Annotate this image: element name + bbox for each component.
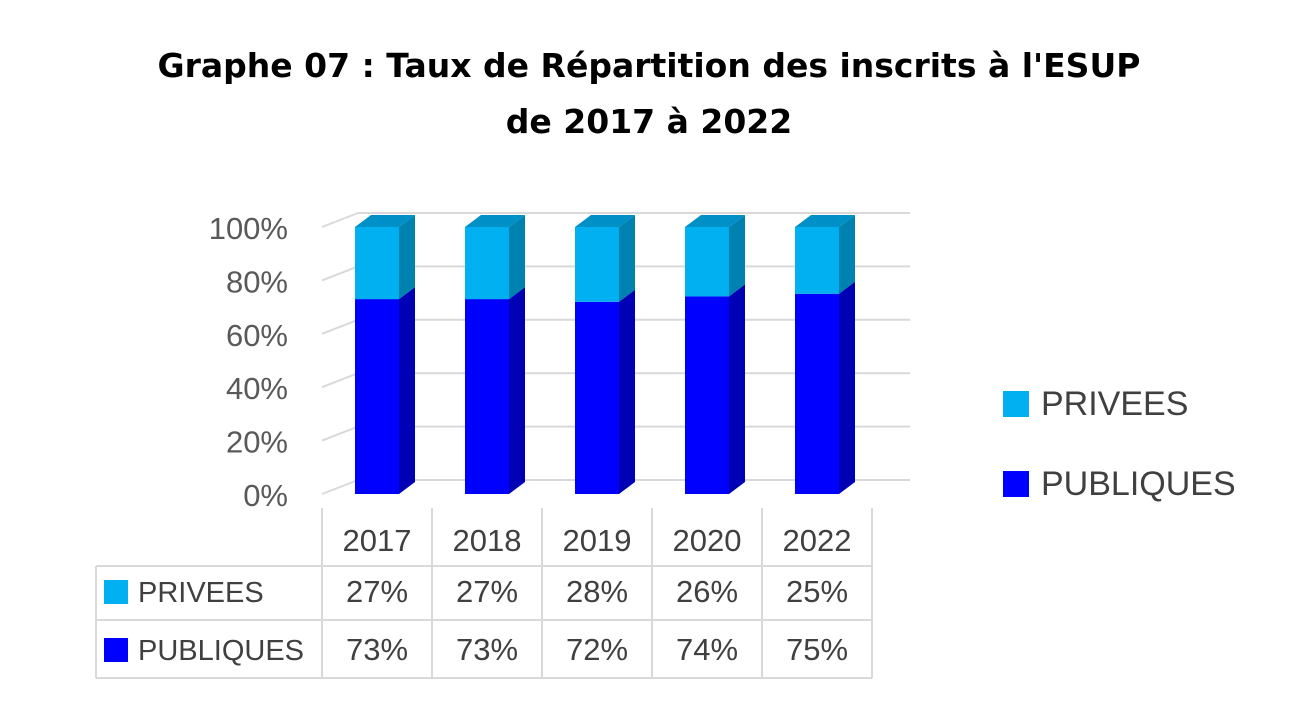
gridline-side bbox=[321, 212, 359, 228]
table-swatch-publiques bbox=[104, 638, 128, 662]
bar-privees-2018-top bbox=[465, 215, 525, 227]
table-swatch-privees bbox=[104, 580, 128, 604]
table-row-label-publiques: PUBLIQUES bbox=[138, 635, 304, 667]
table-cell-privees: 26% bbox=[676, 574, 738, 609]
y-tick-label: 40% bbox=[226, 371, 288, 406]
bar-privees-2019-side bbox=[619, 215, 635, 302]
bar-privees-2018-side bbox=[509, 215, 525, 300]
table-row-label-privees: PRIVEES bbox=[138, 577, 264, 609]
y-tick-label: 80% bbox=[226, 264, 288, 299]
bar-publiques-2019 bbox=[575, 301, 619, 494]
x-category-label: 2022 bbox=[783, 523, 852, 558]
chart-title-line-1: Graphe 07 : Taux de Répartition des insc… bbox=[157, 46, 1141, 85]
bar-privees-2020-top bbox=[685, 215, 745, 227]
legend-label-privees: PRIVEES bbox=[1041, 384, 1189, 423]
table-cell-publiques: 73% bbox=[346, 632, 408, 667]
bar-privees-2022 bbox=[795, 227, 839, 294]
gridline-side bbox=[321, 372, 359, 389]
legend-item-privees: PRIVEES bbox=[1003, 364, 1236, 444]
bar-publiques-2018-side bbox=[509, 287, 525, 494]
bar-publiques-2019-side bbox=[619, 289, 635, 494]
gridline-side bbox=[321, 318, 359, 335]
table-cell-publiques: 72% bbox=[566, 632, 628, 667]
bar-privees-2017-top bbox=[355, 215, 415, 227]
legend-label-publiques: PUBLIQUES bbox=[1041, 464, 1236, 503]
bar-publiques-2018 bbox=[465, 299, 509, 494]
table-cell-privees: 25% bbox=[786, 574, 848, 609]
bar-publiques-2022 bbox=[795, 293, 839, 494]
chart-title-line-2: de 2017 à 2022 bbox=[505, 102, 793, 141]
bar-privees-2020 bbox=[685, 227, 729, 297]
table-cell-publiques: 74% bbox=[676, 632, 738, 667]
bar-privees-2022-top bbox=[795, 215, 855, 227]
gridline-side bbox=[321, 479, 359, 495]
bar-privees-2018 bbox=[465, 227, 509, 300]
bar-privees-2019-top bbox=[575, 215, 635, 227]
bar-publiques-2022-side bbox=[839, 281, 855, 494]
y-tick-label: 60% bbox=[226, 318, 288, 353]
x-category-label: 2017 bbox=[343, 523, 412, 558]
bar-publiques-2017-side bbox=[399, 287, 415, 494]
table-cell-publiques: 75% bbox=[786, 632, 848, 667]
table-cell-privees: 28% bbox=[566, 574, 628, 609]
legend: PRIVEES PUBLIQUES bbox=[1003, 364, 1236, 524]
bar-publiques-2017 bbox=[355, 299, 399, 494]
x-category-label: 2019 bbox=[563, 523, 632, 558]
table-cell-publiques: 73% bbox=[456, 632, 518, 667]
table-cell-privees: 27% bbox=[346, 574, 408, 609]
bar-publiques-2020-side bbox=[729, 284, 745, 494]
legend-item-publiques: PUBLIQUES bbox=[1003, 444, 1236, 524]
chart-title: Graphe 07 : Taux de Répartition des insc… bbox=[0, 38, 1298, 150]
legend-swatch-publiques bbox=[1003, 471, 1029, 497]
legend-swatch-privees bbox=[1003, 391, 1029, 417]
bar-privees-2019 bbox=[575, 227, 619, 302]
bar-privees-2022-side bbox=[839, 215, 855, 294]
gridline-side bbox=[321, 425, 359, 442]
table-cell-privees: 27% bbox=[456, 574, 518, 609]
gridline-side bbox=[321, 265, 359, 282]
bar-publiques-2020 bbox=[685, 296, 729, 494]
y-tick-label: 0% bbox=[243, 478, 288, 513]
bar-privees-2017-side bbox=[399, 215, 415, 300]
y-tick-label: 20% bbox=[226, 425, 288, 460]
y-tick-label: 100% bbox=[209, 211, 288, 246]
bar-privees-2020-side bbox=[729, 215, 745, 297]
bar-privees-2017 bbox=[355, 227, 399, 300]
x-category-label: 2018 bbox=[453, 523, 522, 558]
x-category-label: 2020 bbox=[673, 523, 742, 558]
